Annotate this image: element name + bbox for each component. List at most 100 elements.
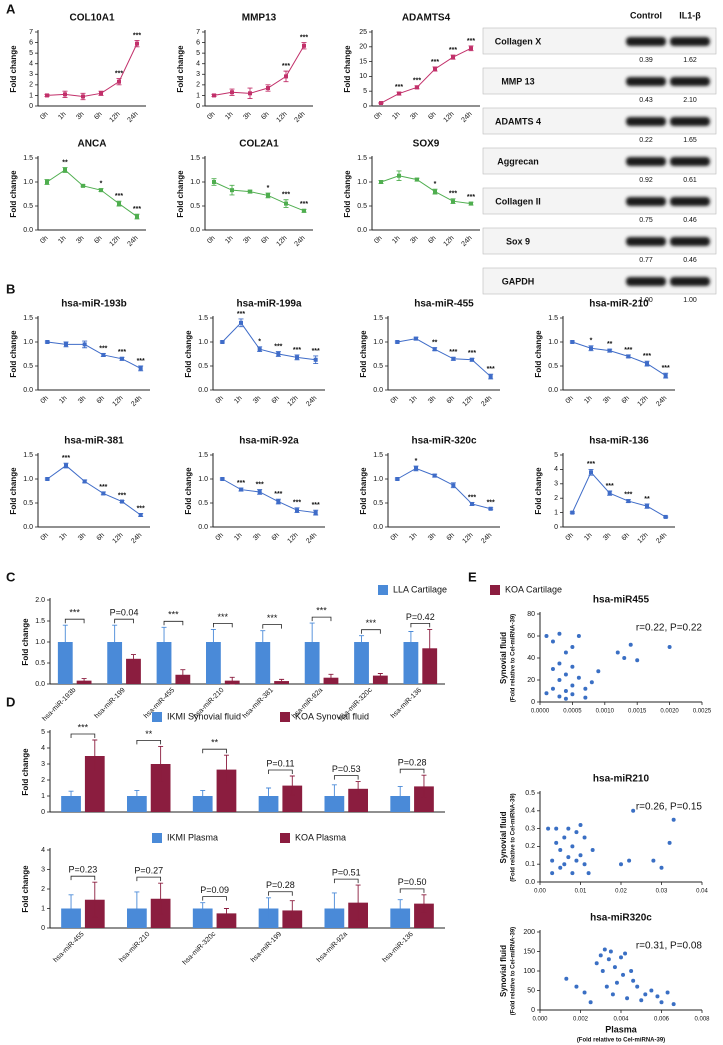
comparison-bracket	[202, 896, 227, 901]
significance: ***	[115, 193, 123, 200]
y-tick-label: 100	[523, 968, 535, 975]
error-bar	[68, 790, 74, 802]
blot-band	[670, 117, 710, 126]
point	[558, 865, 563, 870]
legend-label: IKMI Plasma	[167, 832, 218, 842]
comparison-label: ***	[316, 605, 327, 615]
error-bar	[355, 781, 361, 797]
error-bar	[62, 624, 68, 660]
line	[222, 478, 316, 514]
annotation: r=0.26, P=0.15	[636, 802, 703, 813]
point	[570, 844, 575, 849]
chart-title: hsa-miR-381	[64, 436, 124, 447]
x-tick-label: 24h	[294, 111, 307, 124]
marker	[415, 177, 419, 182]
blot-value: 1.65	[683, 137, 697, 144]
x-tick-label: 0.00	[534, 889, 546, 895]
line	[221, 322, 316, 361]
point	[578, 823, 583, 828]
line	[397, 338, 492, 377]
marker	[295, 355, 299, 360]
blot-column-header: IL1-β	[679, 10, 701, 20]
significance: ***	[413, 78, 421, 85]
significance: ***	[487, 366, 495, 373]
y-tick-label: 0.3	[525, 825, 535, 832]
x-tick-label: 1h	[583, 532, 594, 543]
point	[583, 695, 588, 700]
error-bar	[112, 624, 118, 660]
x-tick-label: 3h	[77, 395, 88, 406]
y-tick-label: 1.0	[23, 339, 33, 346]
y-axis-label: Fold change	[9, 45, 18, 93]
point	[564, 976, 569, 981]
error-bar	[180, 669, 186, 681]
y-tick-label: 1.0	[373, 339, 383, 346]
x-tick-label: 12h	[287, 395, 300, 408]
blot-value: 0.43	[639, 97, 653, 104]
x-tick-label: 0.002	[573, 1017, 589, 1023]
x-tick-label: hsa-miR-136	[382, 931, 415, 964]
y-tick-label: 0.0	[198, 524, 208, 531]
point	[614, 980, 619, 985]
error-bar	[130, 654, 136, 664]
y-tick-label: 2	[29, 82, 33, 89]
marker	[451, 483, 456, 488]
legend-label: KOA Plasma	[295, 832, 346, 842]
error-bar	[408, 631, 414, 653]
marker	[138, 366, 143, 371]
line	[213, 181, 305, 212]
error-bar	[377, 673, 383, 679]
significance: ***	[624, 491, 632, 498]
blot-band	[626, 37, 666, 46]
y-tick-label: 20	[359, 44, 367, 51]
x-tick-label: 6h	[446, 532, 457, 543]
x-tick-label: 1h	[408, 395, 419, 406]
line	[47, 464, 141, 516]
y-tick-label: 2	[554, 495, 558, 502]
y-tick-label: 40	[527, 655, 535, 662]
line	[572, 341, 666, 377]
comparison-label: P=0.50	[398, 877, 427, 887]
x-tick-label: 3h	[409, 235, 420, 246]
y-tick-label: 1.5	[198, 452, 208, 459]
marker	[120, 356, 124, 361]
significance: ***	[99, 484, 107, 491]
y-axis-note: (Fold relative to Cel-miRNA-39)	[511, 614, 517, 702]
significance: ***	[137, 505, 145, 512]
marker	[432, 473, 437, 478]
point	[667, 645, 672, 649]
point	[659, 865, 664, 870]
x-tick-label: 6h	[427, 235, 438, 246]
comparison-label: P=0.28	[398, 758, 427, 768]
y-tick-label: 0	[29, 103, 33, 110]
blot-band	[626, 77, 666, 86]
x-tick-label: 3h	[427, 395, 438, 406]
x-tick-label: 1h	[233, 532, 244, 543]
significance: ***	[133, 32, 141, 39]
y-tick-label: 4	[554, 466, 558, 473]
y-tick-label: 1.0	[357, 179, 367, 186]
marker	[239, 487, 243, 492]
marker	[663, 514, 668, 519]
y-tick-label: 5	[363, 88, 367, 95]
point	[554, 840, 559, 845]
significance: **	[432, 340, 438, 347]
x-tick-label: 24h	[461, 235, 474, 248]
point	[665, 990, 670, 995]
x-tick-label: 24h	[305, 395, 318, 408]
point	[631, 808, 636, 813]
y-tick-label: 1	[29, 92, 33, 99]
point	[628, 642, 633, 647]
marker	[135, 41, 139, 46]
y-tick-label: 1.0	[23, 476, 33, 483]
y-axis-label: Fold change	[534, 330, 543, 378]
marker	[488, 374, 493, 379]
y-axis-label: Fold change	[176, 45, 185, 93]
blot-row-label: Collagen X	[495, 36, 542, 46]
x-tick-label: hsa-miR-199	[250, 931, 283, 964]
marker	[570, 510, 575, 515]
bar	[57, 642, 73, 684]
chart-title: hsa-miR-92a	[239, 436, 299, 447]
y-tick-label: 2	[41, 777, 45, 784]
x-tick-label: 0.0015	[628, 709, 647, 715]
